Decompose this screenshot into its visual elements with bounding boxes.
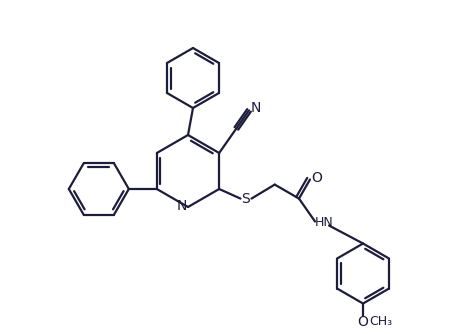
- Text: O: O: [311, 171, 322, 184]
- Text: S: S: [240, 192, 249, 205]
- Text: HN: HN: [314, 216, 333, 229]
- Text: N: N: [176, 199, 187, 213]
- Text: O: O: [357, 315, 368, 329]
- Text: N: N: [250, 102, 261, 116]
- Text: CH₃: CH₃: [368, 315, 392, 328]
